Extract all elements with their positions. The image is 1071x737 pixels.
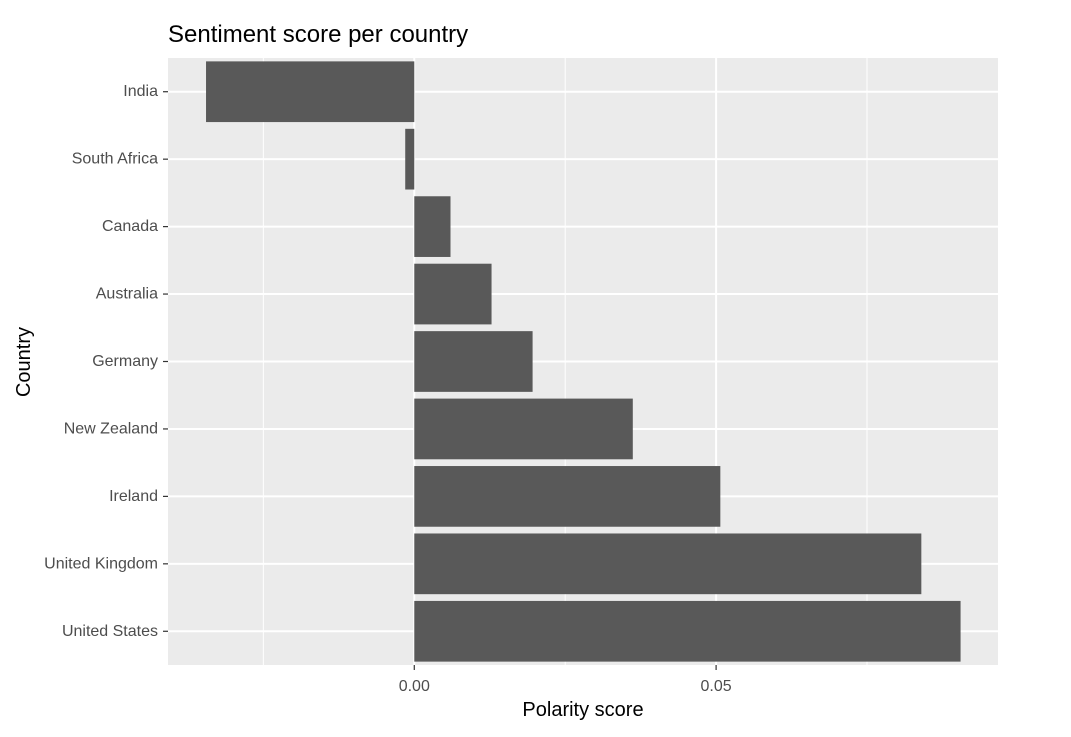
y-tick-label: Germany [92,353,158,370]
bar-united-states [414,600,961,662]
bar-ireland [414,466,721,527]
bar-new-zealand [414,398,633,460]
bar-united-kingdom [414,533,922,595]
y-tick-label: Ireland [109,488,158,505]
y-axis: India South Africa Canada Australia Germany N… [44,83,168,640]
bars [206,61,961,662]
bar-australia [414,263,492,325]
y-tick-label: Canada [102,218,158,235]
bar-canada [414,196,451,257]
y-tick-label: Australia [96,286,158,303]
y-tick-label: United States [62,623,158,640]
bar-india [206,61,415,123]
y-tick-label: India [123,83,158,100]
chart-title: Sentiment score per country [168,21,468,48]
y-tick-label: New Zealand [64,420,158,437]
y-tick-label: United Kingdom [44,555,158,572]
x-tick-label: 0.05 [701,678,732,695]
x-axis: 0.00 0.05 [399,665,732,695]
bar-germany [414,331,533,392]
y-axis-title: Country [13,327,35,397]
bar-south-africa [405,128,415,190]
y-tick-label: South Africa [72,151,158,168]
x-tick-label: 0.00 [399,678,430,695]
x-axis-title: Polarity score [522,699,643,721]
